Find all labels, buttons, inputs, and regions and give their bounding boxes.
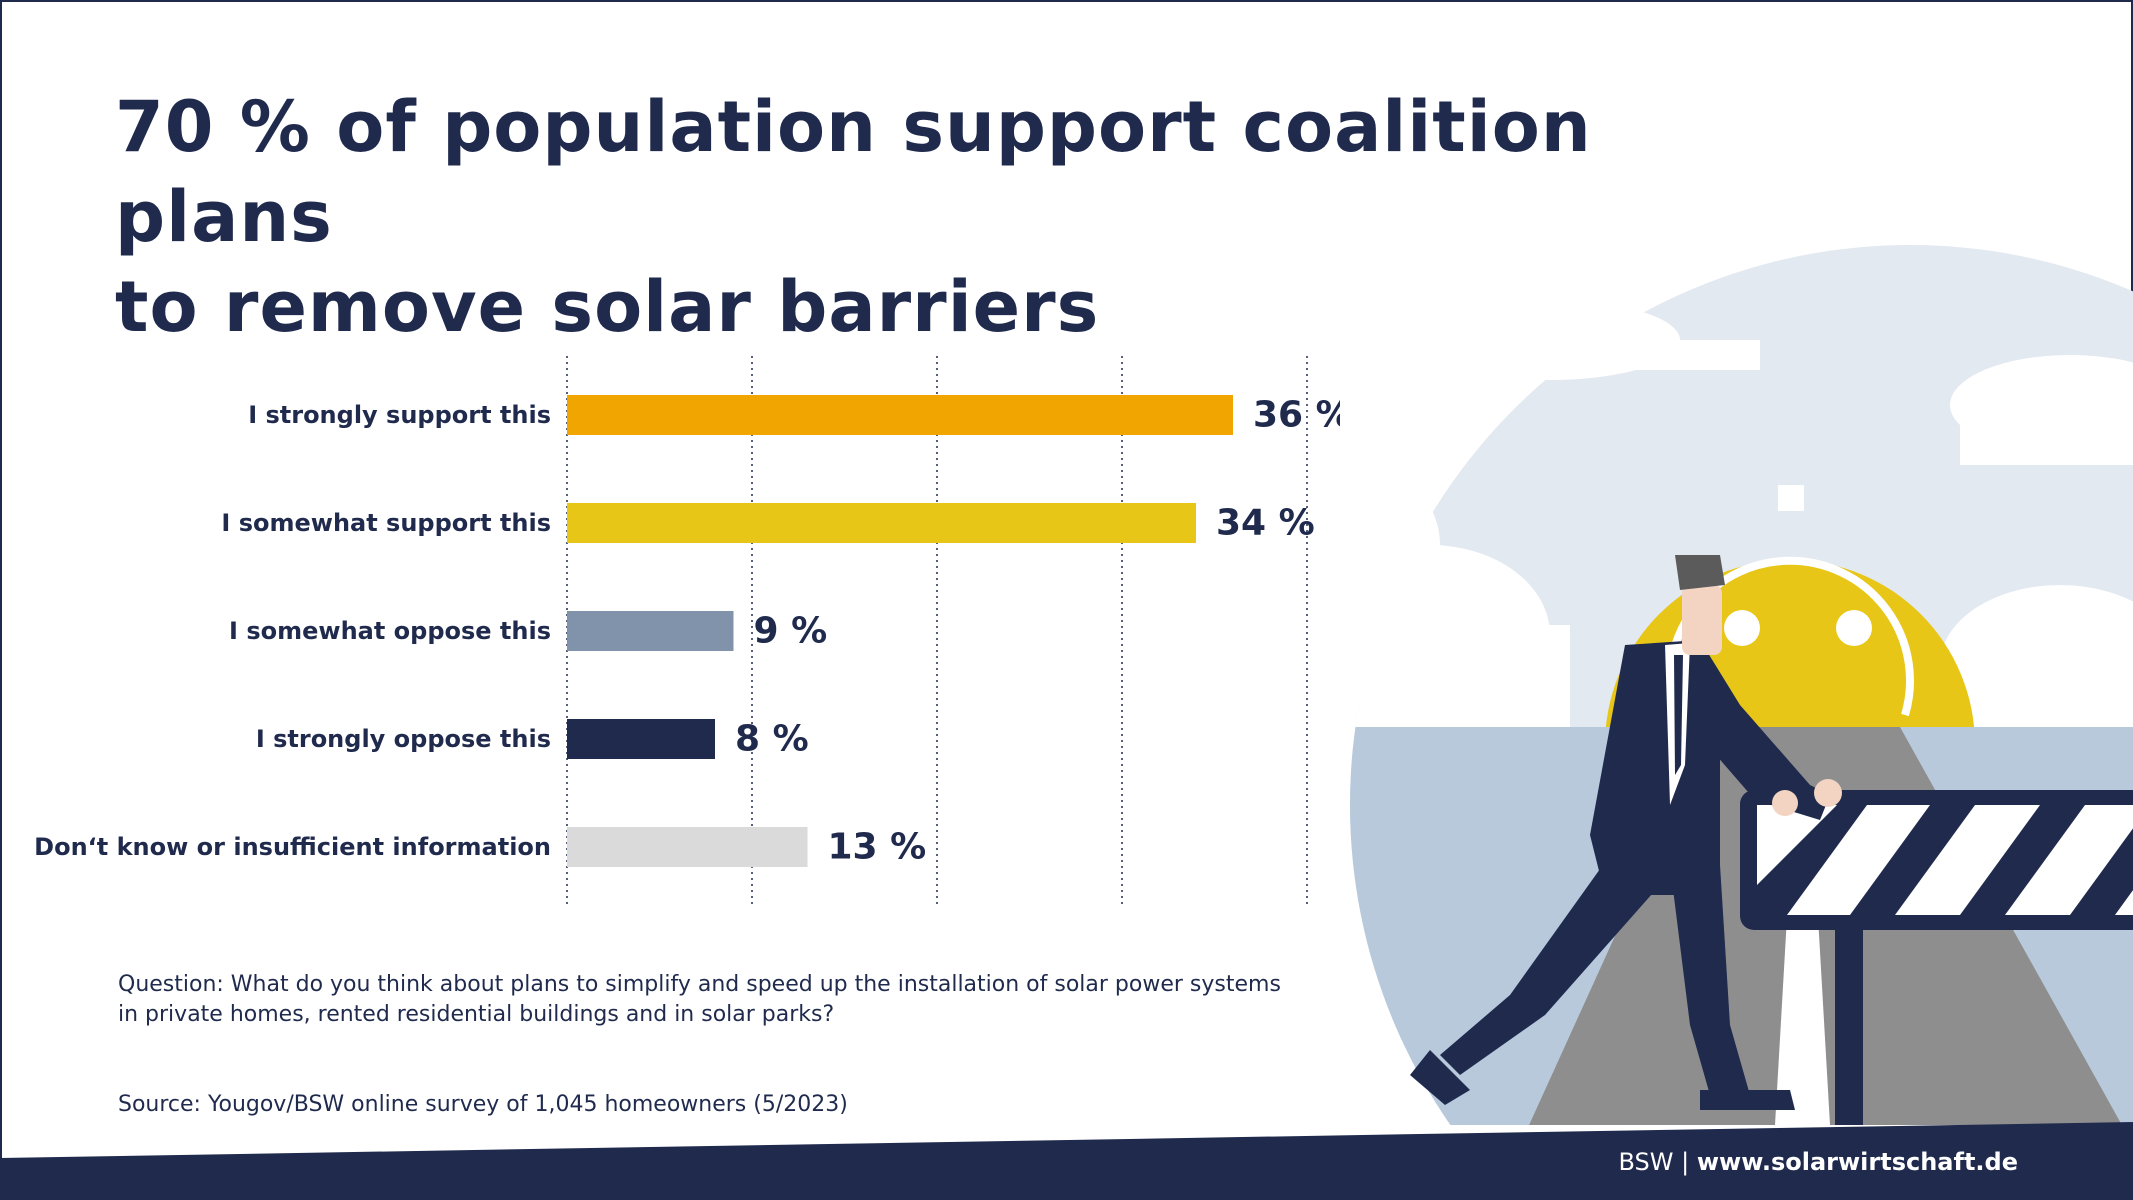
- footer-credit: BSW | www.solarwirtschaft.de: [1618, 1148, 2018, 1176]
- barrier: [1740, 790, 2133, 1125]
- bar-chart: I strongly support this 36 % I somewhat su…: [34, 356, 1340, 905]
- survey-source: Source: Yougov/BSW online survey of 1,04…: [118, 1092, 848, 1117]
- page-title: 70 % of population support coalition pla…: [115, 82, 1715, 352]
- value-label: 34 %: [1216, 503, 1315, 544]
- title-line-2: to remove solar barriers: [115, 266, 1100, 348]
- footer-separator: |: [1681, 1148, 1690, 1176]
- plug-hole-left: [1724, 610, 1760, 646]
- plug-notch: [1778, 485, 1804, 511]
- bar: [567, 719, 715, 759]
- bar: [567, 827, 808, 867]
- value-label: 13 %: [828, 827, 927, 868]
- value-label: 8 %: [735, 719, 809, 760]
- survey-question: Question: What do you think about plans …: [118, 972, 1281, 1027]
- footer-url-link[interactable]: www.solarwirtschaft.de: [1696, 1148, 2018, 1176]
- bar: [567, 503, 1196, 543]
- businessman: [1410, 555, 1842, 1110]
- category-label: Don‘t know or insufficient information: [34, 833, 551, 861]
- category-label: I somewhat support this: [221, 509, 551, 537]
- plug-hole-right: [1836, 610, 1872, 646]
- value-label: 9 %: [754, 611, 828, 652]
- footer-org: BSW: [1618, 1148, 1674, 1176]
- value-label: 36 %: [1253, 395, 1340, 436]
- bar: [567, 395, 1233, 435]
- illustration: [1350, 245, 2133, 1125]
- category-label: I strongly oppose this: [256, 725, 551, 753]
- title-line-1: 70 % of population support coalition pla…: [115, 86, 1592, 258]
- category-label: I strongly support this: [248, 401, 551, 429]
- category-label: I somewhat oppose this: [229, 617, 551, 645]
- bar: [567, 611, 734, 651]
